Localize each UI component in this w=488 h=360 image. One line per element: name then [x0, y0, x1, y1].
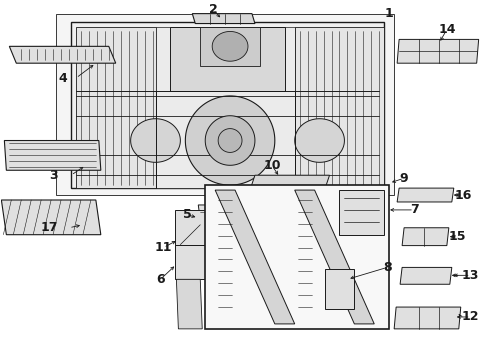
Text: 6: 6	[156, 273, 164, 286]
Text: 3: 3	[49, 169, 57, 182]
Polygon shape	[401, 228, 448, 246]
Polygon shape	[215, 190, 294, 324]
Polygon shape	[294, 119, 344, 162]
Polygon shape	[294, 190, 373, 324]
Text: 17: 17	[41, 221, 58, 234]
Polygon shape	[175, 210, 205, 244]
Text: 16: 16	[453, 189, 470, 202]
Polygon shape	[130, 119, 180, 162]
Text: 4: 4	[59, 72, 67, 85]
Polygon shape	[249, 175, 329, 190]
Polygon shape	[324, 269, 354, 309]
Polygon shape	[339, 190, 384, 235]
Polygon shape	[198, 205, 227, 220]
Polygon shape	[170, 27, 284, 91]
Text: 9: 9	[399, 172, 407, 185]
Text: 2: 2	[208, 3, 217, 16]
Polygon shape	[399, 267, 451, 284]
Polygon shape	[396, 188, 453, 202]
Polygon shape	[176, 279, 202, 329]
Text: 5: 5	[183, 208, 191, 221]
Polygon shape	[4, 140, 101, 170]
Bar	[205, 185, 388, 329]
Polygon shape	[212, 31, 247, 61]
Text: 11: 11	[154, 241, 172, 254]
Polygon shape	[205, 116, 254, 165]
Polygon shape	[71, 22, 384, 188]
Polygon shape	[200, 27, 260, 66]
Polygon shape	[76, 27, 155, 188]
Polygon shape	[175, 244, 205, 279]
Polygon shape	[294, 27, 384, 188]
Text: 8: 8	[382, 261, 391, 274]
Polygon shape	[192, 14, 254, 23]
Text: 13: 13	[461, 269, 478, 282]
Text: 15: 15	[448, 230, 466, 243]
Polygon shape	[393, 307, 460, 329]
Polygon shape	[396, 39, 478, 63]
Text: 1: 1	[384, 7, 393, 20]
Text: 10: 10	[263, 159, 280, 172]
Polygon shape	[155, 27, 294, 188]
Text: 12: 12	[461, 310, 478, 324]
Text: 7: 7	[409, 203, 418, 216]
Text: 14: 14	[437, 23, 455, 36]
Polygon shape	[218, 129, 242, 152]
Polygon shape	[9, 46, 116, 63]
Polygon shape	[185, 96, 274, 185]
Polygon shape	[56, 14, 393, 195]
Polygon shape	[1, 200, 101, 235]
